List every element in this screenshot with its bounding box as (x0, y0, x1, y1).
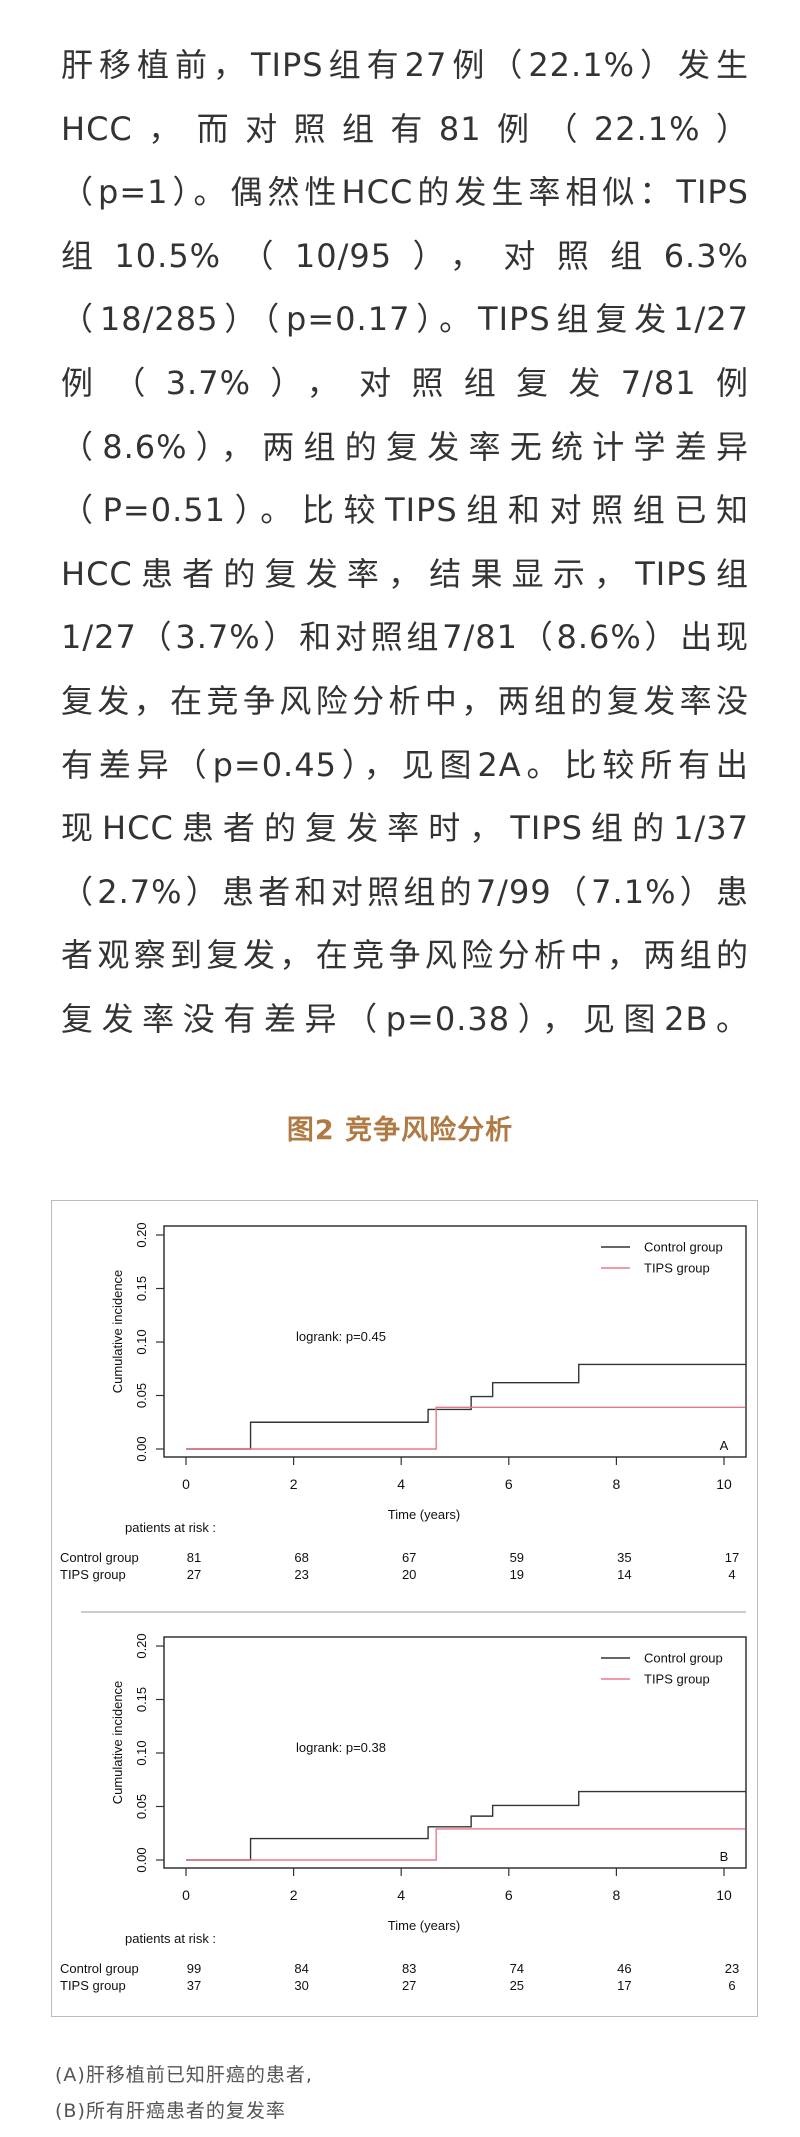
paragraph-line: 组10.5%（10/95），对照组6.3% (61, 236, 749, 275)
risk-row-label: Control group (60, 1961, 139, 1976)
x-tick-label: 8 (613, 1476, 621, 1492)
x-tick-label: 6 (505, 1476, 513, 1492)
y-axis-label: Cumulative incidence (110, 1270, 125, 1394)
risk-row-label: Control group (60, 1550, 139, 1565)
risk-value: 99 (187, 1961, 201, 1976)
risk-value: 67 (402, 1550, 416, 1565)
y-tick-label: 0.15 (134, 1687, 149, 1712)
x-tick-label: 0 (182, 1476, 190, 1492)
risk-value: 46 (617, 1961, 631, 1976)
paragraph-line: （8.6%），两组的复发率无统计学差异 (61, 427, 749, 466)
y-tick-label: 0.20 (134, 1222, 149, 1247)
paragraph-line: （2.7%）患者和对照组的7/99（7.1%）患 (61, 872, 749, 911)
y-tick-label: 0.05 (134, 1383, 149, 1408)
risk-value: 74 (510, 1961, 524, 1976)
caption-a: (A)肝移植前已知肝癌的患者, (55, 2064, 313, 2086)
x-tick-label: 0 (182, 1887, 190, 1903)
risk-value: 25 (510, 1978, 524, 1993)
series-line-control (186, 1790, 746, 1861)
x-tick-label: 10 (716, 1887, 732, 1903)
x-axis-label: Time (years) (388, 1507, 460, 1522)
y-tick-label: 0.10 (134, 1740, 149, 1765)
panel-label: A (720, 1438, 729, 1453)
x-axis-label: Time (years) (388, 1918, 460, 1933)
x-tick-label: 4 (397, 1476, 405, 1492)
figure-competing-risk-chart: 0 2 4 6 8 10 0.00 0.05 0.10 0.15 0.20 Cumulative in… (51, 1200, 758, 2017)
y-tick-label: 0.10 (134, 1329, 149, 1354)
risk-value: 35 (617, 1550, 631, 1565)
risk-value: 81 (187, 1550, 201, 1565)
paragraph-line: 例（3.7%），对照组复发7/81例 (61, 363, 749, 402)
paragraph-line: （18/285）（p=0.17）。TIPS组复发1/27 (61, 300, 749, 339)
paragraph-line: 有差异（p=0.45），见图2A。比较所有出 (61, 745, 749, 784)
risk-table-title: patients at risk : (125, 1520, 216, 1535)
legend-label: TIPS group (644, 1261, 710, 1276)
paragraph-line: 复发，在竞争风险分析中，两组的复发率没 (61, 681, 749, 720)
paragraph-line: 者观察到复发，在竞争风险分析中，两组的 (61, 936, 749, 975)
risk-value: 4 (728, 1567, 735, 1582)
logrank-annotation: logrank: p=0.38 (296, 1740, 386, 1755)
risk-value: 23 (294, 1567, 308, 1582)
x-tick-label: 2 (290, 1887, 298, 1903)
article-paragraph: 肝移植前，TIPS组有27例（22.1%）发生 HCC，而对照组有81例（22.1… (61, 34, 749, 1052)
risk-value: 14 (617, 1567, 631, 1582)
logrank-annotation: logrank: p=0.45 (296, 1329, 386, 1344)
y-axis-label: Cumulative incidence (110, 1681, 125, 1805)
risk-value: 23 (725, 1961, 739, 1976)
y-tick-label: 0.15 (134, 1276, 149, 1301)
risk-value: 83 (402, 1961, 416, 1976)
caption-b: (B)所有肝癌患者的复发率 (55, 2100, 286, 2122)
paragraph-line: 复发率没有差异（p=0.38），见图2B。 (61, 999, 749, 1038)
risk-value: 6 (728, 1978, 735, 1993)
y-tick-label: 0.05 (134, 1794, 149, 1819)
series-line-tips (186, 1828, 746, 1861)
paragraph-line: 肝移植前，TIPS组有27例（22.1%）发生 (61, 46, 749, 84)
risk-row-label: TIPS group (60, 1978, 126, 1993)
risk-value: 59 (510, 1550, 524, 1565)
paragraph-line: 现HCC患者的复发率时，TIPS组的1/37 (61, 809, 749, 848)
y-tick-label: 0.00 (134, 1847, 149, 1872)
x-tick-label: 4 (397, 1887, 405, 1903)
paragraph-line: HCC患者的复发率，结果显示，TIPS组 (61, 554, 749, 593)
x-tick-label: 8 (613, 1887, 621, 1903)
risk-value: 68 (294, 1550, 308, 1565)
risk-value: 84 (294, 1961, 308, 1976)
paragraph-line: HCC，而对照组有81例（22.1%） (61, 109, 749, 148)
panel-label: B (720, 1849, 729, 1864)
legend-label: Control group (644, 1240, 723, 1255)
x-tick-label: 2 (290, 1476, 298, 1492)
risk-value: 37 (187, 1978, 201, 1993)
x-tick-label: 6 (505, 1887, 513, 1903)
legend-label: TIPS group (644, 1672, 710, 1687)
paragraph-line: （p=1）。偶然性HCC的发生率相似：TIPS (61, 173, 749, 212)
risk-table-title: patients at risk : (125, 1931, 216, 1946)
paragraph-line: 1/27（3.7%）和对照组7/81（8.6%）出现 (61, 618, 749, 657)
paragraph-line: （P=0.51）。比较TIPS组和对照组已知 (61, 491, 749, 530)
y-tick-label: 0.20 (134, 1633, 149, 1658)
risk-value: 17 (725, 1550, 739, 1565)
risk-row-label: TIPS group (60, 1567, 126, 1582)
risk-value: 19 (510, 1567, 524, 1582)
risk-value: 20 (402, 1567, 416, 1582)
risk-value: 27 (187, 1567, 201, 1582)
figure-title: 图2 竞争风险分析 (286, 1115, 514, 1146)
risk-value: 17 (617, 1978, 631, 1993)
legend-label: Control group (644, 1651, 723, 1666)
risk-value: 27 (402, 1978, 416, 1993)
series-line-control (186, 1363, 746, 1450)
risk-value: 30 (294, 1978, 308, 1993)
y-tick-label: 0.00 (134, 1436, 149, 1461)
x-tick-label: 10 (716, 1476, 732, 1492)
series-line-tips (186, 1406, 746, 1450)
